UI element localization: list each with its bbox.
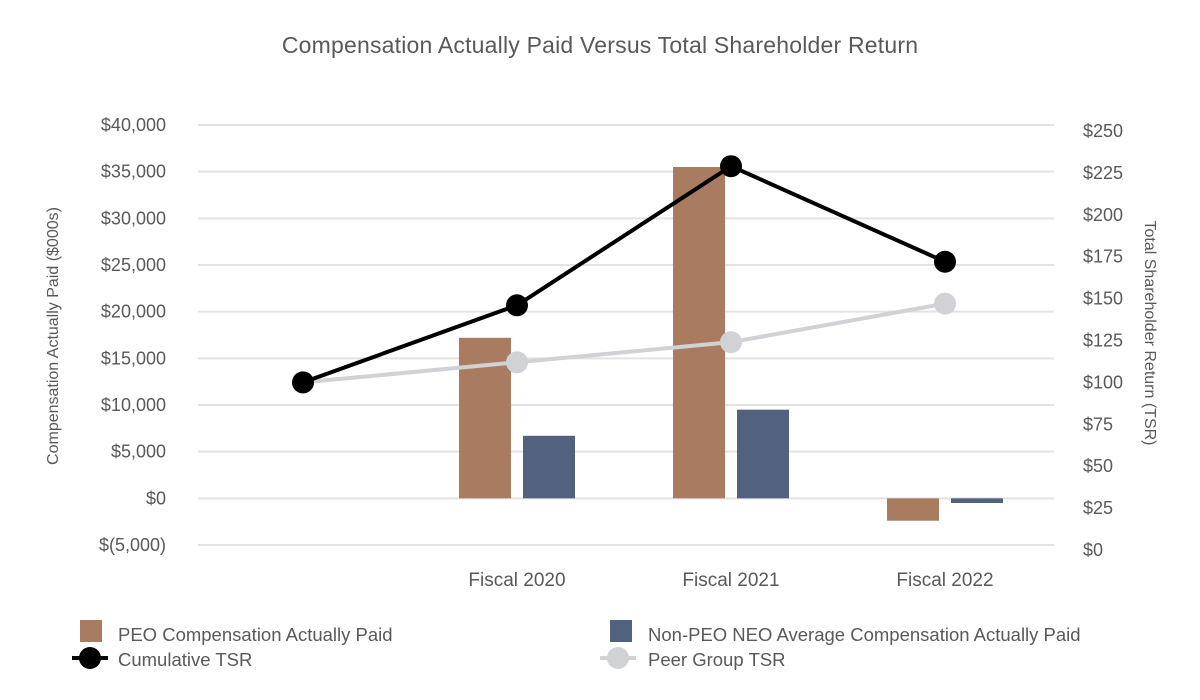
left-tick-label: $30,000 bbox=[101, 208, 166, 228]
chart-title: Compensation Actually Paid Versus Total … bbox=[281, 32, 919, 58]
right-tick-label: $125 bbox=[1083, 331, 1123, 351]
bar-marks bbox=[459, 167, 1003, 521]
point-peer-tsr bbox=[720, 331, 742, 354]
bar-peo bbox=[673, 167, 725, 499]
left-tick-label: $15,000 bbox=[101, 348, 166, 368]
right-tick-label: $25 bbox=[1083, 498, 1113, 518]
left-tick-label: $35,000 bbox=[101, 162, 166, 182]
left-tick-label: $25,000 bbox=[101, 255, 166, 275]
right-tick-label: $200 bbox=[1083, 205, 1123, 225]
point-cumulative-tsr bbox=[934, 250, 956, 273]
legend-label-peer-tsr: Peer Group TSR bbox=[648, 649, 786, 670]
right-tick-label: $250 bbox=[1083, 121, 1123, 141]
line-peer-tsr bbox=[302, 301, 946, 385]
legend-swatch-neo-cap bbox=[610, 620, 632, 642]
bar-neo bbox=[951, 498, 1003, 503]
right-tick-label: $175 bbox=[1083, 247, 1123, 267]
legend-key-peer-tsr bbox=[600, 646, 636, 670]
legend-swatch-peo-cap bbox=[80, 620, 102, 642]
left-tick-label: $5,000 bbox=[111, 442, 166, 462]
point-peer-tsr bbox=[934, 292, 956, 315]
left-tick-label: $40,000 bbox=[101, 115, 166, 135]
right-tick-label: $225 bbox=[1083, 163, 1123, 183]
legend-label-cumulative-tsr: Cumulative TSR bbox=[118, 649, 253, 670]
line-marks bbox=[292, 155, 956, 394]
bar-neo bbox=[523, 435, 575, 499]
left-axis-ticks: $40,000 $35,000 $30,000 $25,000 $20,000 $15,0… bbox=[99, 115, 166, 555]
category-label: Fiscal 2021 bbox=[682, 570, 779, 591]
point-cumulative-tsr bbox=[506, 294, 528, 317]
bar-neo bbox=[737, 409, 789, 499]
left-tick-label: $20,000 bbox=[101, 302, 166, 322]
point-cumulative-tsr bbox=[292, 371, 314, 394]
category-labels: Fiscal 2020 Fiscal 2021 Fiscal 2022 bbox=[468, 570, 993, 591]
legend-label-peo-cap: PEO Compensation Actually Paid bbox=[118, 624, 393, 645]
line-cumulative-tsr bbox=[302, 164, 946, 385]
right-axis-ticks: $250 $225 $200 $175 $150 $125 $100 $75 $50 $25 $0 bbox=[1083, 121, 1123, 560]
left-tick-label: $10,000 bbox=[101, 395, 166, 415]
legend-label-neo-cap: Non-PEO NEO Average Compensation Actuall… bbox=[648, 624, 1081, 645]
category-label: Fiscal 2020 bbox=[468, 570, 565, 591]
left-tick-label: $(5,000) bbox=[99, 535, 166, 555]
right-tick-label: $150 bbox=[1083, 289, 1123, 309]
point-peer-tsr bbox=[506, 351, 528, 374]
legend-key-cumulative-tsr bbox=[72, 646, 108, 670]
point-cumulative-tsr bbox=[720, 155, 742, 178]
right-tick-label: $0 bbox=[1083, 540, 1103, 560]
category-label: Fiscal 2022 bbox=[896, 570, 993, 591]
bar-peo bbox=[887, 498, 939, 521]
right-tick-label: $100 bbox=[1083, 372, 1123, 392]
gridlines bbox=[198, 124, 1054, 546]
right-tick-label: $50 bbox=[1083, 456, 1113, 476]
right-tick-label: $75 bbox=[1083, 414, 1113, 434]
left-tick-label: $0 bbox=[146, 488, 166, 508]
